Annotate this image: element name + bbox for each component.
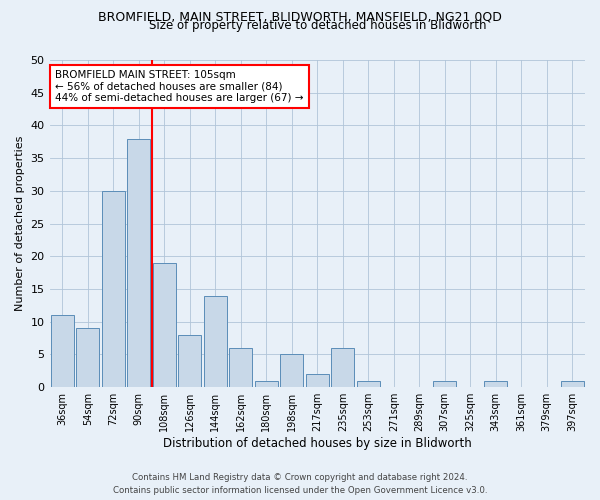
Bar (484, 380, 507, 387)
Bar (229, 348, 252, 387)
Text: Contains HM Land Registry data © Crown copyright and database right 2024.
Contai: Contains HM Land Registry data © Crown c… (113, 474, 487, 495)
Bar (204, 296, 227, 387)
Bar (280, 354, 303, 387)
Bar (357, 380, 380, 387)
Text: BROMFIELD MAIN STREET: 105sqm
← 56% of detached houses are smaller (84)
44% of s: BROMFIELD MAIN STREET: 105sqm ← 56% of d… (55, 70, 304, 103)
Y-axis label: Number of detached properties: Number of detached properties (15, 136, 25, 312)
Bar (255, 380, 278, 387)
Bar (51, 315, 74, 387)
Bar (306, 374, 329, 387)
Bar (102, 191, 125, 387)
Text: BROMFIELD, MAIN STREET, BLIDWORTH, MANSFIELD, NG21 0QD: BROMFIELD, MAIN STREET, BLIDWORTH, MANSF… (98, 10, 502, 23)
Title: Size of property relative to detached houses in Blidworth: Size of property relative to detached ho… (149, 20, 486, 32)
Bar (76, 328, 99, 387)
Bar (433, 380, 456, 387)
Bar (561, 380, 584, 387)
Bar (153, 263, 176, 387)
Bar (331, 348, 354, 387)
Bar (178, 335, 201, 387)
Bar (127, 138, 150, 387)
X-axis label: Distribution of detached houses by size in Blidworth: Distribution of detached houses by size … (163, 437, 472, 450)
